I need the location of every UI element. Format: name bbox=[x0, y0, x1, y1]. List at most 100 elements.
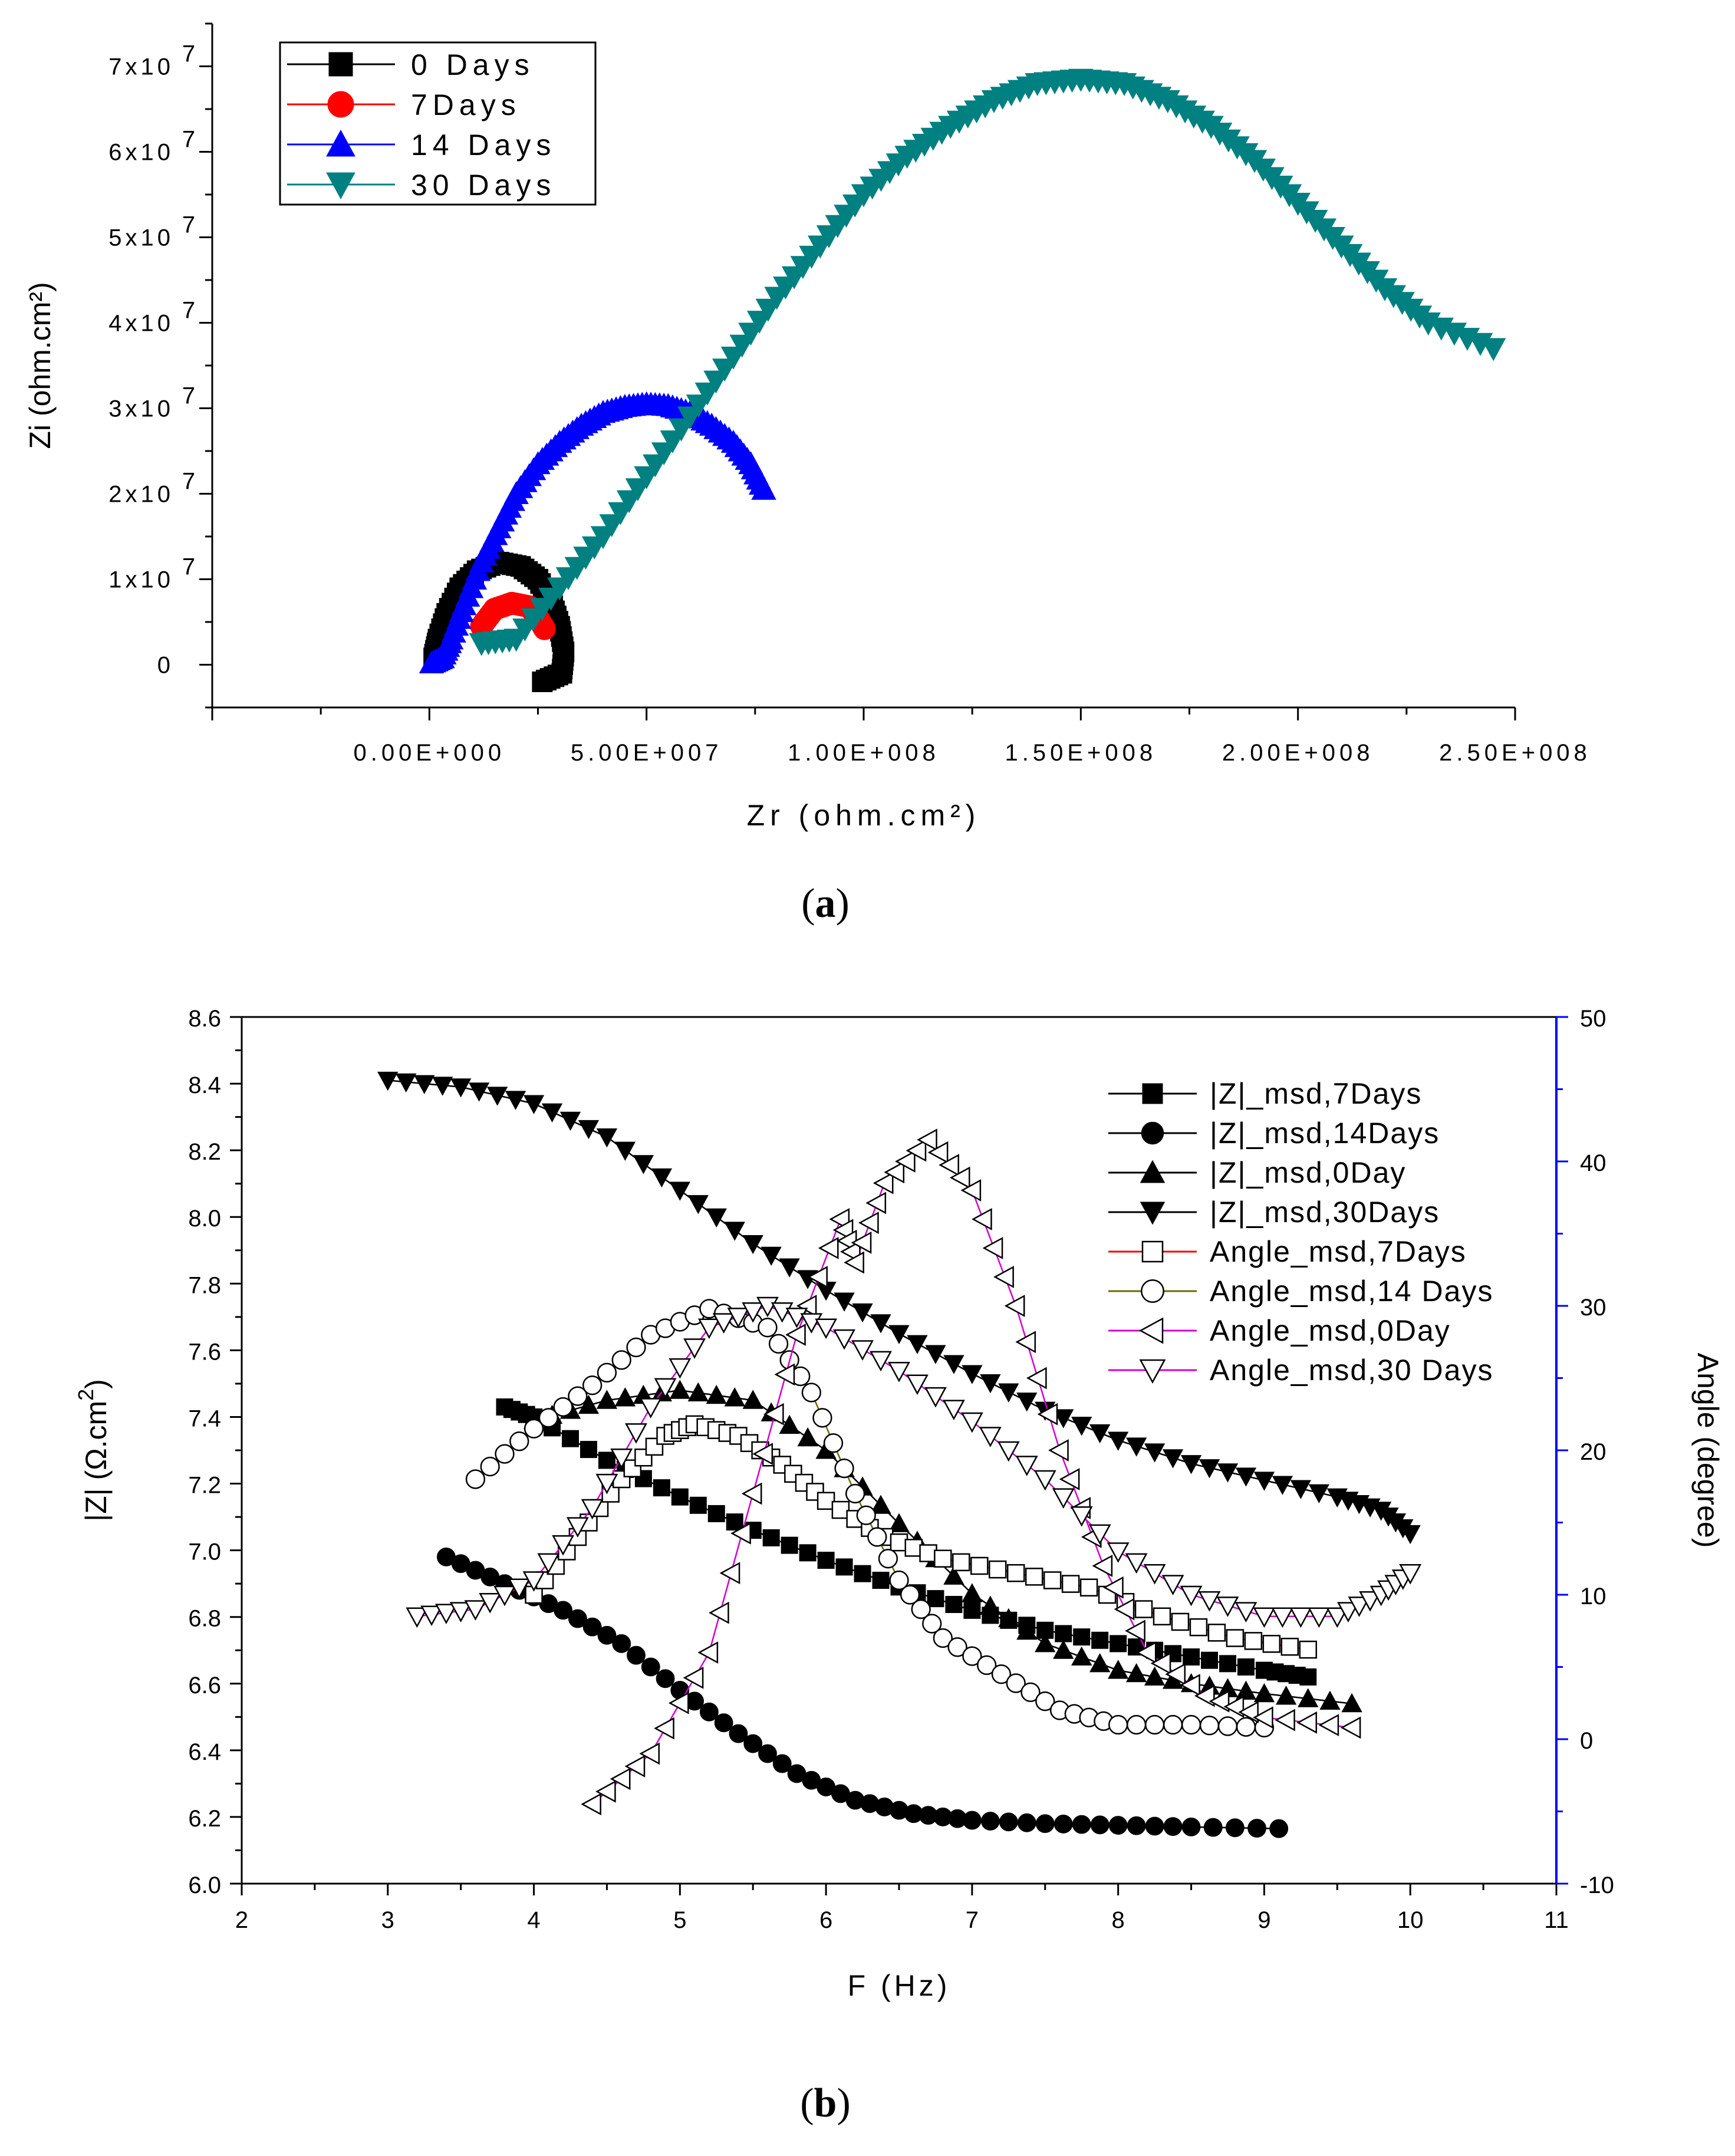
data-point bbox=[1135, 1641, 1157, 1664]
data-point bbox=[972, 1208, 992, 1230]
data-point bbox=[724, 1387, 745, 1407]
data-point bbox=[1125, 1663, 1147, 1683]
data-point bbox=[999, 1812, 1018, 1832]
data-point bbox=[812, 1408, 832, 1428]
data-point bbox=[817, 1552, 835, 1569]
data-point bbox=[1189, 1618, 1208, 1637]
data-point bbox=[633, 1155, 654, 1174]
data-point bbox=[709, 1601, 729, 1624]
data-point bbox=[1088, 1524, 1111, 1545]
legend-marker bbox=[328, 52, 353, 77]
data-point bbox=[834, 1292, 855, 1312]
y-tick-label: 2x10 bbox=[108, 482, 174, 508]
data-point bbox=[730, 1522, 751, 1545]
data-point bbox=[835, 1558, 853, 1576]
y2-tick-label: 40 bbox=[1580, 1150, 1606, 1176]
data-point bbox=[1201, 1651, 1219, 1669]
data-point bbox=[523, 1095, 545, 1114]
data-point bbox=[532, 672, 553, 692]
data-point bbox=[763, 1403, 784, 1426]
legend: |Z|_msd,7Days |Z|_msd,14Days |Z|_msd,0Day |… bbox=[1108, 1077, 1493, 1387]
y2-tick-label: 20 bbox=[1580, 1439, 1606, 1465]
data-point bbox=[1290, 1480, 1312, 1499]
data-point bbox=[683, 1666, 704, 1689]
data-point bbox=[508, 1578, 531, 1599]
data-point bbox=[595, 1780, 616, 1803]
data-point bbox=[960, 1179, 982, 1202]
data-point bbox=[1144, 1666, 1166, 1686]
data-point bbox=[1171, 1612, 1190, 1631]
data-point bbox=[1053, 1640, 1074, 1659]
data-point bbox=[1298, 1688, 1319, 1707]
data-point bbox=[970, 1556, 989, 1575]
data-point bbox=[1236, 1717, 1256, 1737]
data-point bbox=[1225, 1818, 1245, 1838]
data-point bbox=[1209, 1690, 1230, 1713]
data-point bbox=[1199, 1716, 1220, 1736]
legend-marker bbox=[1141, 1121, 1164, 1145]
data-point bbox=[669, 1181, 690, 1201]
data-point bbox=[566, 1517, 589, 1538]
data-point bbox=[522, 1571, 545, 1592]
legend-marker bbox=[1138, 1317, 1164, 1344]
data-point bbox=[907, 1335, 928, 1354]
data-point bbox=[624, 1755, 646, 1778]
data-point bbox=[1226, 1629, 1245, 1647]
y-tick-label: 6.2 bbox=[188, 1806, 221, 1832]
data-point bbox=[706, 1208, 727, 1228]
data-point bbox=[699, 1702, 719, 1721]
data-point bbox=[1194, 1684, 1215, 1707]
data-point bbox=[799, 1544, 817, 1562]
data-point bbox=[654, 1717, 674, 1740]
x-tick-label: 3 bbox=[381, 1907, 394, 1933]
data-point bbox=[597, 1625, 617, 1645]
legend-marker bbox=[326, 172, 355, 200]
y-tick-exponent: 7 bbox=[182, 469, 195, 495]
data-point bbox=[998, 1608, 1019, 1628]
y2-tick-label: 30 bbox=[1580, 1295, 1606, 1321]
data-point bbox=[756, 1296, 779, 1318]
data-point bbox=[844, 1251, 864, 1274]
data-point bbox=[1217, 1463, 1239, 1483]
data-point bbox=[1127, 1816, 1146, 1835]
data-point bbox=[432, 1077, 453, 1096]
data-point bbox=[856, 1505, 876, 1525]
data-point bbox=[873, 1171, 894, 1194]
data-point bbox=[773, 1456, 792, 1474]
data-point bbox=[1253, 1472, 1275, 1491]
series-line bbox=[446, 1556, 1279, 1829]
data-point bbox=[1203, 1818, 1223, 1837]
legend-label: Angle_msd,30 Days bbox=[1210, 1354, 1493, 1387]
y-tick-exponent: 7 bbox=[182, 383, 195, 409]
data-point bbox=[1072, 1815, 1091, 1834]
data-point bbox=[1089, 1653, 1111, 1673]
legend-marker bbox=[1139, 1359, 1166, 1384]
data-point bbox=[997, 1441, 1020, 1462]
data-point bbox=[785, 1324, 806, 1346]
data-point bbox=[980, 1374, 1001, 1394]
data-point bbox=[982, 1237, 1003, 1259]
data-point bbox=[888, 1513, 910, 1532]
data-point bbox=[1253, 1607, 1276, 1628]
data-point bbox=[939, 1154, 959, 1177]
data-point bbox=[949, 1166, 970, 1189]
data-point bbox=[641, 1657, 660, 1677]
data-point bbox=[800, 1313, 823, 1334]
data-point bbox=[854, 1565, 871, 1582]
data-point bbox=[943, 1355, 964, 1374]
data-point bbox=[762, 1529, 780, 1546]
y-tick-exponent: 7 bbox=[182, 127, 195, 153]
data-point bbox=[888, 1362, 910, 1383]
data-point bbox=[1181, 1714, 1201, 1735]
data-point bbox=[742, 1302, 765, 1323]
data-point bbox=[998, 1383, 1019, 1403]
data-point bbox=[851, 1340, 874, 1361]
data-point bbox=[1198, 1591, 1221, 1612]
data-point bbox=[906, 1139, 927, 1162]
legend-marker bbox=[1140, 1202, 1166, 1225]
y-tick-label: 6.0 bbox=[188, 1872, 221, 1898]
data-point bbox=[831, 1500, 850, 1519]
data-point bbox=[852, 1303, 873, 1323]
data-point bbox=[1161, 1575, 1184, 1596]
data-point bbox=[1126, 1714, 1147, 1735]
